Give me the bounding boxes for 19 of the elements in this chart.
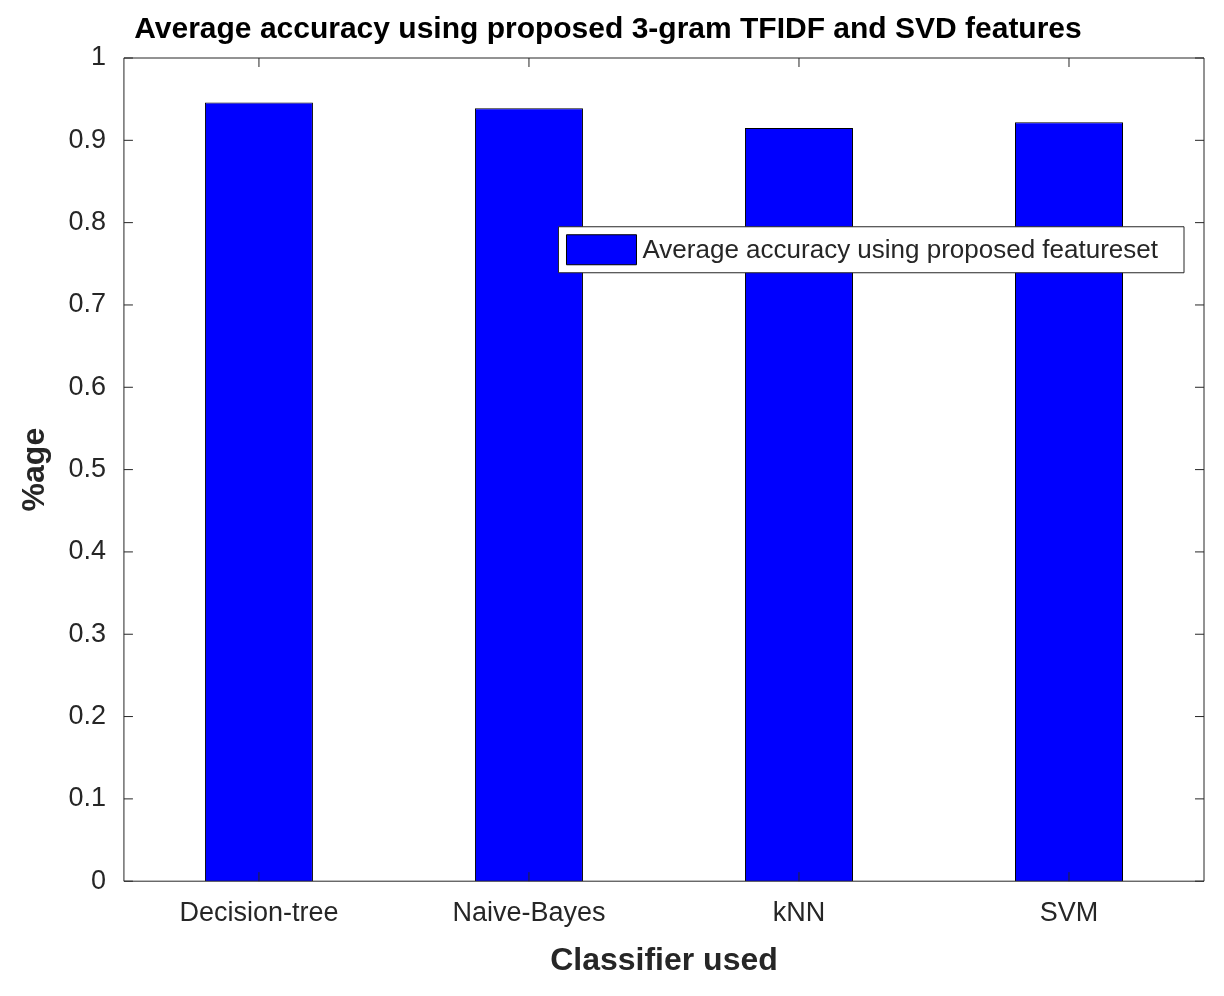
y-tick-label: 0.8: [68, 206, 106, 237]
y-tick-label: 0.3: [68, 617, 106, 648]
y-tick-label: 0.1: [68, 782, 106, 813]
x-axis-title: Classifier used: [550, 940, 778, 977]
legend-label: Average accuracy using proposed featureset: [642, 233, 1159, 264]
y-tick-label: 0.5: [68, 453, 106, 484]
x-tick-label: Naive-Bayes: [452, 896, 606, 927]
x-tick-label: SVM: [1039, 896, 1099, 927]
y-tick-label: 0.4: [68, 535, 106, 566]
y-tick-label: 0.2: [68, 700, 106, 731]
y-tick-label: 0.7: [68, 288, 106, 319]
y-tick-label: 0.6: [68, 370, 106, 401]
x-tick-label: kNN: [772, 896, 826, 927]
x-tick-label: Decision-tree: [179, 896, 339, 927]
y-axis-title: %age: [15, 427, 52, 512]
y-tick-label: 1: [90, 41, 106, 72]
chart-title: Average accuracy using proposed 3-gram TFIDF and SVD features: [134, 11, 1082, 45]
y-tick-label: 0: [90, 864, 106, 895]
y-tick-label: 0.9: [68, 123, 106, 154]
